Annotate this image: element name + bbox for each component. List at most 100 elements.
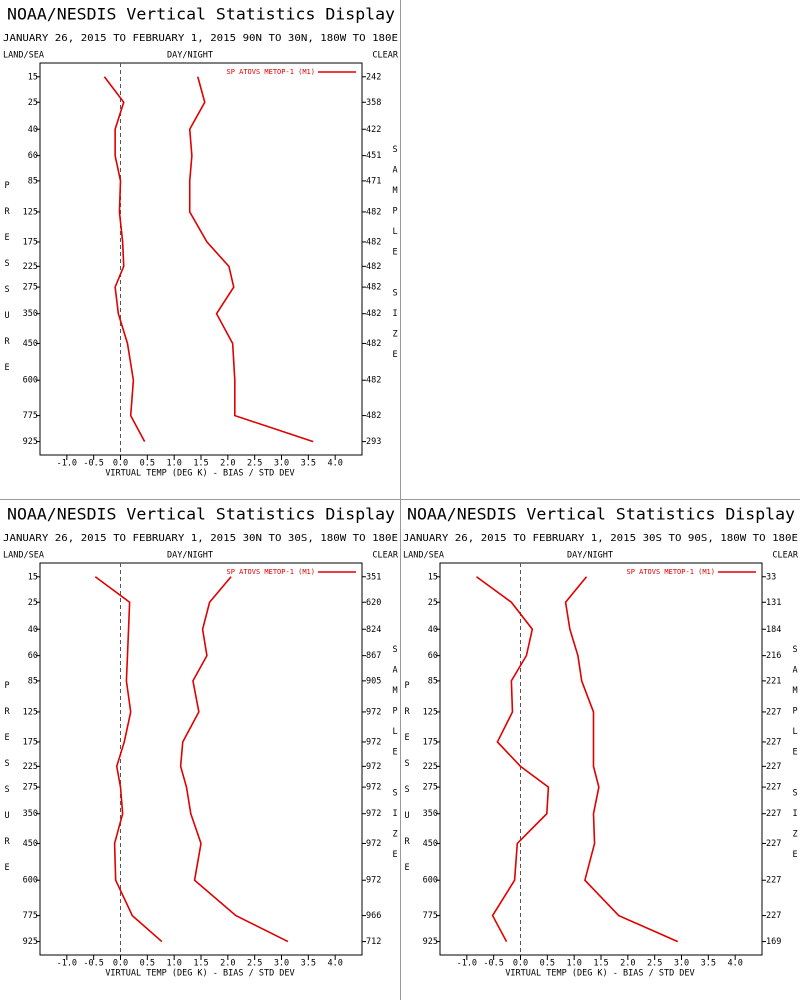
sample-size-label: 482 — [366, 207, 381, 217]
sample-size-label: 712 — [366, 937, 381, 947]
legend-label: SP ATOVS METOP-1 (M1) — [226, 568, 315, 576]
sample-size-label: 33 — [766, 572, 776, 582]
y-tick-label: 60 — [28, 651, 38, 661]
chart-subtitle: JANUARY 26, 2015 TO FEBRUARY 1, 2015 90N… — [3, 33, 398, 44]
y-tick-label: 275 — [23, 783, 38, 793]
y-tick-label: 225 — [23, 262, 38, 272]
x-tick-label: 2.5 — [247, 959, 262, 969]
sample-size-label: 972 — [366, 783, 381, 793]
sample-size-label: 482 — [366, 262, 381, 272]
sample-size-label: 227 — [766, 839, 781, 849]
sample-size-label: 482 — [366, 411, 381, 421]
x-tick-label: 0.5 — [140, 959, 155, 969]
y-tick-label: 125 — [23, 207, 38, 217]
x-tick-label: 3.0 — [274, 959, 289, 969]
sample-size-label: 422 — [366, 125, 381, 135]
x-tick-label: 3.0 — [674, 959, 689, 969]
sample-size-label: 227 — [766, 707, 781, 717]
chart-title: NOAA/NESDIS Vertical Statistics Display — [407, 505, 795, 524]
sample-size-label: 972 — [366, 876, 381, 886]
y-tick-label: 450 — [423, 839, 438, 849]
clear-label: CLEAR — [372, 551, 398, 561]
sample-size-label: 351 — [366, 572, 381, 582]
y-tick-label: 85 — [28, 176, 38, 186]
sample-size-label: 227 — [766, 783, 781, 793]
y-tick-label: 125 — [423, 707, 438, 717]
x-axis-title: VIRTUAL TEMP (DEG K) - BIAS / STD DEV — [105, 469, 294, 479]
x-tick-label: 1.5 — [193, 959, 208, 969]
sample-size-label: 131 — [766, 598, 781, 608]
y-tick-label: 350 — [423, 809, 438, 819]
y-tick-label: 25 — [28, 98, 38, 108]
sample-size-label: 227 — [766, 737, 781, 747]
x-tick-label: 3.5 — [301, 959, 316, 969]
y-tick-label: 225 — [423, 762, 438, 772]
std-dev-line — [564, 576, 679, 943]
sample-size-label: 471 — [366, 176, 381, 186]
sample-size-label: 358 — [366, 98, 381, 108]
x-tick-label: -0.5 — [83, 959, 103, 969]
sample-size-label: 972 — [366, 839, 381, 849]
x-axis-title: VIRTUAL TEMP (DEG K) - BIAS / STD DEV — [105, 969, 294, 979]
sample-size-label: 184 — [766, 625, 781, 635]
y-axis-title: PRESSURE — [2, 681, 12, 889]
day-night-label: DAY/NIGHT — [167, 551, 213, 561]
std-dev-line — [188, 76, 314, 443]
y-tick-label: 600 — [23, 876, 38, 886]
y-tick-label: 60 — [428, 651, 438, 661]
x-tick-label: 2.0 — [620, 959, 635, 969]
y-tick-label: 925 — [23, 437, 38, 447]
y-tick-label: 775 — [23, 411, 38, 421]
day-night-label: DAY/NIGHT — [567, 551, 613, 561]
x-tick-label: -0.5 — [83, 459, 103, 469]
y-tick-label: 275 — [23, 283, 38, 293]
sample-size-label: 451 — [366, 151, 381, 161]
y-tick-label: 175 — [23, 237, 38, 247]
land-sea-label: LAND/SEA — [3, 51, 44, 61]
x-tick-label: 1.5 — [193, 459, 208, 469]
y-tick-label: 15 — [28, 572, 38, 582]
sample-size-label: 227 — [766, 876, 781, 886]
y-tick-label: 350 — [23, 309, 38, 319]
sample-size-label: 482 — [366, 309, 381, 319]
sample-size-label: 216 — [766, 651, 781, 661]
y-tick-label: 450 — [23, 339, 38, 349]
sample-size-label: 972 — [366, 737, 381, 747]
x-tick-label: 0.0 — [113, 959, 128, 969]
sample-size-label: 482 — [366, 237, 381, 247]
x-tick-label: 1.5 — [593, 959, 608, 969]
y-tick-label: 15 — [428, 572, 438, 582]
x-tick-label: 1.0 — [166, 459, 181, 469]
sample-size-label: 824 — [366, 625, 381, 635]
sample-size-label: 169 — [766, 937, 781, 947]
sample-size-label: 972 — [366, 762, 381, 772]
y-tick-label: 925 — [423, 937, 438, 947]
day-night-label: DAY/NIGHT — [167, 51, 213, 61]
y-tick-label: 925 — [23, 937, 38, 947]
sample-size-label: 221 — [766, 676, 781, 686]
sample-size-label: 482 — [366, 376, 381, 386]
y-tick-label: 450 — [23, 839, 38, 849]
land-sea-label: LAND/SEA — [3, 551, 44, 561]
y-tick-label: 275 — [423, 783, 438, 793]
chart-panel: NOAA/NESDIS Vertical Statistics Display J… — [2, 5, 400, 479]
y-tick-label: 40 — [428, 625, 438, 635]
sample-size-label: 482 — [366, 283, 381, 293]
x-tick-label: 3.5 — [301, 459, 316, 469]
y2-axis-title: SAMPLE SIZE — [390, 645, 400, 871]
y-tick-label: 15 — [28, 72, 38, 82]
y-tick-label: 60 — [28, 151, 38, 161]
x-axis-title: VIRTUAL TEMP (DEG K) - BIAS / STD DEV — [505, 969, 694, 979]
x-tick-label: 1.0 — [566, 959, 581, 969]
y-tick-label: 350 — [23, 809, 38, 819]
sample-size-label: 482 — [366, 339, 381, 349]
x-tick-label: 2.0 — [220, 959, 235, 969]
sample-size-label: 227 — [766, 762, 781, 772]
legend-label: SP ATOVS METOP-1 (M1) — [626, 568, 715, 576]
x-tick-label: -1.0 — [57, 959, 77, 969]
sample-size-label: 905 — [366, 676, 381, 686]
x-tick-label: 3.0 — [274, 459, 289, 469]
x-tick-label: -1.0 — [57, 459, 77, 469]
clear-label: CLEAR — [372, 51, 398, 61]
